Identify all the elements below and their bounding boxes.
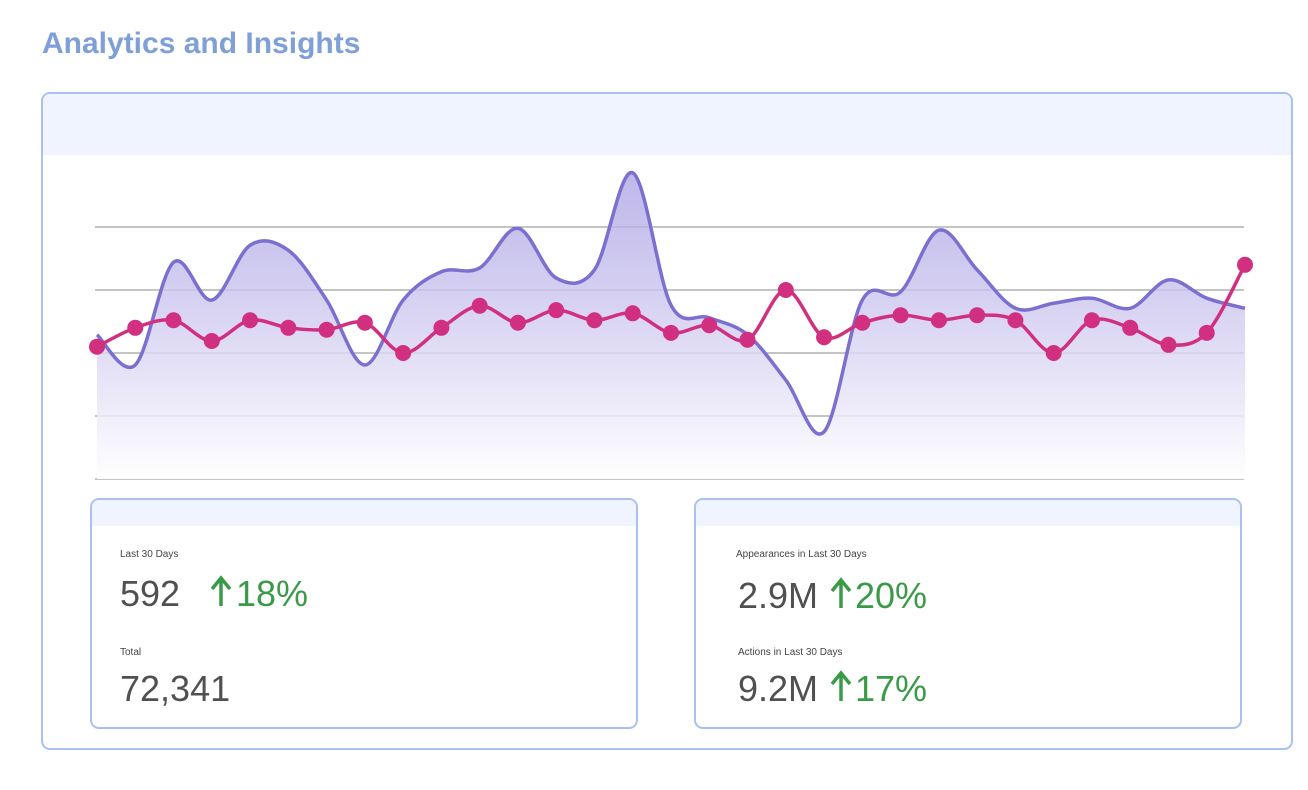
chart bbox=[89, 171, 1253, 480]
stat-label: Last 30 Days bbox=[120, 549, 178, 560]
point bbox=[509, 314, 526, 331]
stat-card bbox=[694, 498, 1242, 729]
stat-value: 9.2M bbox=[738, 668, 818, 709]
stat-card-header bbox=[92, 500, 636, 526]
point bbox=[892, 307, 909, 324]
point bbox=[816, 329, 833, 346]
card-header bbox=[43, 94, 1291, 155]
point bbox=[1122, 319, 1139, 336]
stat-change: 18% bbox=[236, 573, 308, 614]
stat-label: Total bbox=[120, 647, 141, 658]
point bbox=[548, 302, 565, 319]
point bbox=[127, 319, 144, 336]
point bbox=[471, 297, 488, 314]
stat-change: 20% bbox=[855, 575, 927, 616]
point bbox=[739, 331, 756, 348]
stat-label: Actions in Last 30 Days bbox=[738, 647, 843, 658]
point bbox=[242, 312, 259, 329]
point bbox=[1237, 256, 1253, 273]
point bbox=[1160, 336, 1177, 353]
point bbox=[586, 312, 603, 329]
point bbox=[777, 282, 794, 298]
stat-value: 2.9M bbox=[738, 575, 818, 616]
point bbox=[395, 345, 412, 361]
point bbox=[663, 324, 679, 341]
point bbox=[89, 338, 105, 355]
point bbox=[854, 314, 871, 331]
point bbox=[165, 312, 182, 329]
point bbox=[969, 307, 986, 324]
up-arrow bbox=[830, 670, 852, 701]
point bbox=[318, 321, 335, 338]
point bbox=[1007, 312, 1024, 329]
point bbox=[203, 333, 220, 350]
up-arrow bbox=[830, 577, 852, 608]
point bbox=[433, 319, 450, 336]
stat-card-header bbox=[696, 500, 1240, 526]
stat-card bbox=[90, 498, 638, 729]
point bbox=[1083, 312, 1100, 329]
stat-label: Appearances in Last 30 Days bbox=[736, 549, 867, 560]
point bbox=[1198, 324, 1215, 341]
point bbox=[624, 305, 641, 322]
stat-value: 72,341 bbox=[120, 668, 230, 709]
page-title: Analytics and Insights bbox=[42, 27, 360, 60]
point bbox=[356, 314, 373, 331]
point bbox=[280, 319, 297, 336]
point bbox=[930, 312, 947, 329]
stat-change: 17% bbox=[855, 668, 927, 709]
line bbox=[95, 171, 1246, 436]
up-arrow bbox=[210, 575, 232, 606]
point bbox=[1045, 345, 1062, 361]
stat-value: 592 bbox=[120, 573, 180, 614]
point bbox=[701, 317, 718, 334]
